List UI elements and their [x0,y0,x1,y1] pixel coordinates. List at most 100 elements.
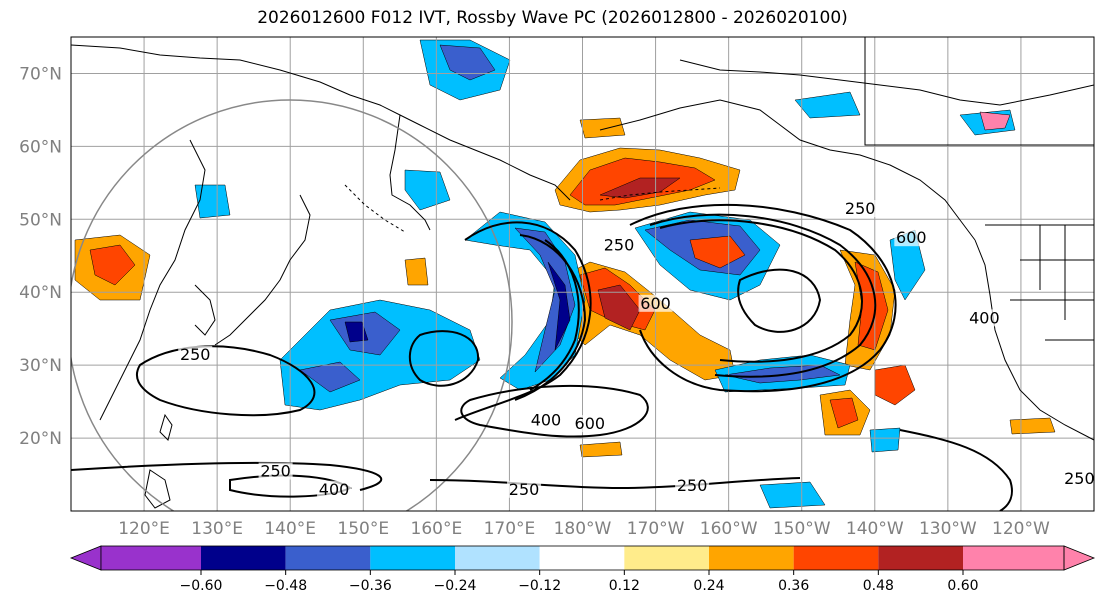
border-us-states [1010,225,1094,341]
longitude-label: 140°E [264,519,316,539]
contour-400 [649,213,877,378]
map-area: 250 600 250 600 400 400 600 250 250 400 250 250 250 [71,37,1095,511]
coastline-taiwan [159,413,173,441]
colorbar-tick-label: 0.36 [778,578,809,594]
colorbar: −0.60 −0.48 −0.36 −0.24 −0.12 0.12 0.24 0.36 0.4… [69,545,1096,594]
negative-anomaly-region [547,261,571,351]
longitude-label: 170°W [627,519,685,539]
contour-600 [529,239,580,391]
contour-label: 250 [180,345,211,364]
colorbar-tick-label: 0.48 [863,578,894,594]
negative-anomaly-region [869,427,901,453]
graticule [71,37,1094,511]
reference-circle [71,99,513,511]
latitude-label: 50°N [19,210,62,230]
colorbar-swatch [624,546,709,570]
contour-label-background [894,229,929,247]
positive-anomaly-region [979,111,1011,131]
contour-label: 250 [1064,469,1095,488]
kuril-islands [344,184,406,233]
negative-anomaly-region [794,91,861,119]
contour-label: 600 [896,228,927,247]
border-canada-us [864,37,1094,146]
contour-label-background [967,309,1002,327]
negative-anomaly-region [404,169,451,211]
colorbar-tick-label: 0.24 [693,578,724,594]
contour-250 [71,461,383,491]
coastline-asia [389,114,431,231]
longitude-label: 150°E [337,519,389,539]
positive-anomaly-region [579,441,623,458]
contour-labels: 250 600 250 600 400 400 600 250 250 400 250 250 250 [178,199,1095,499]
contour-label-background [178,345,213,363]
latitude-label: 60°N [19,137,62,157]
longitude-label: 120°E [118,519,170,539]
latitude-label: 70°N [19,64,62,84]
longitude-label: 130°W [919,519,977,539]
contour-400 [514,234,587,401]
colorbar-outline [100,545,1065,571]
contour-label-background [843,200,878,218]
latitude-label: 30°N [19,356,62,376]
colorbar-extend-low [69,545,102,571]
coastlines [71,37,1094,509]
positive-anomaly-region [579,117,626,139]
contour-label: 400 [531,410,562,429]
colorbar-tick-label: −0.24 [434,578,477,594]
coastline-alaska [599,99,976,241]
contour-250 [629,203,897,393]
contour-label: 250 [260,462,291,481]
longitude-label: 130°E [191,519,243,539]
longitude-label: 160°W [700,519,758,539]
contour-closed [408,330,480,387]
contour-label: 400 [319,480,350,499]
longitude-labels: 120°E 130°E 140°E 150°E 160°E 170°E 180°W 170°W… [118,519,1050,539]
positive-anomaly-region [597,284,641,331]
positive-anomaly-region [599,177,681,199]
colorbar-tick-label: 0.60 [947,578,978,594]
colorbar-swatch [539,546,625,570]
colorbar-swatch [370,546,455,570]
coastline-korea [194,284,216,336]
latitude-label: 40°N [19,283,62,303]
contour-label: 250 [677,476,708,495]
contour-label: 250 [604,235,635,254]
contour-250 [135,345,316,417]
contour-250 [429,477,801,490]
colorbar-extend-high [1063,545,1096,571]
contour-label: 250 [509,480,540,499]
contour-label: 600 [575,414,606,433]
colorbar-tick-label: −0.60 [180,578,223,594]
coastline-japan [214,194,311,346]
longitude-label: 170°E [484,519,536,539]
contour-label-background [1062,469,1094,487]
colorbar-swatch [201,546,286,570]
aleutian-islands [599,187,721,201]
longitude-label: 180°W [554,519,612,539]
colorbar-swatch [455,546,540,570]
colorbar-tick-label: −0.48 [264,578,307,594]
contour-600 [659,219,863,363]
positive-anomaly-region [829,397,859,429]
negative-anomaly-region [759,481,826,509]
contour-label-background [507,480,542,498]
colorbar-swatch [793,546,879,570]
longitude-label: 150°W [773,519,831,539]
coastline-north-america [974,239,1094,441]
coastline-arctic [679,59,1094,106]
colorbar-swatch [878,546,963,570]
contour-label: 250 [845,199,876,218]
negative-anomaly-region [194,184,231,219]
contour-250 [454,221,592,421]
longitude-label: 140°W [846,519,904,539]
map-frame [70,36,1095,512]
positive-anomaly-region [1009,417,1056,435]
shading-layer [74,39,1056,509]
negative-anomaly-region [439,44,496,81]
colorbar-tick-label: −0.36 [349,578,392,594]
contour-label-background [258,462,293,480]
contour-label-background [602,236,637,254]
coastline-asia [99,139,206,421]
